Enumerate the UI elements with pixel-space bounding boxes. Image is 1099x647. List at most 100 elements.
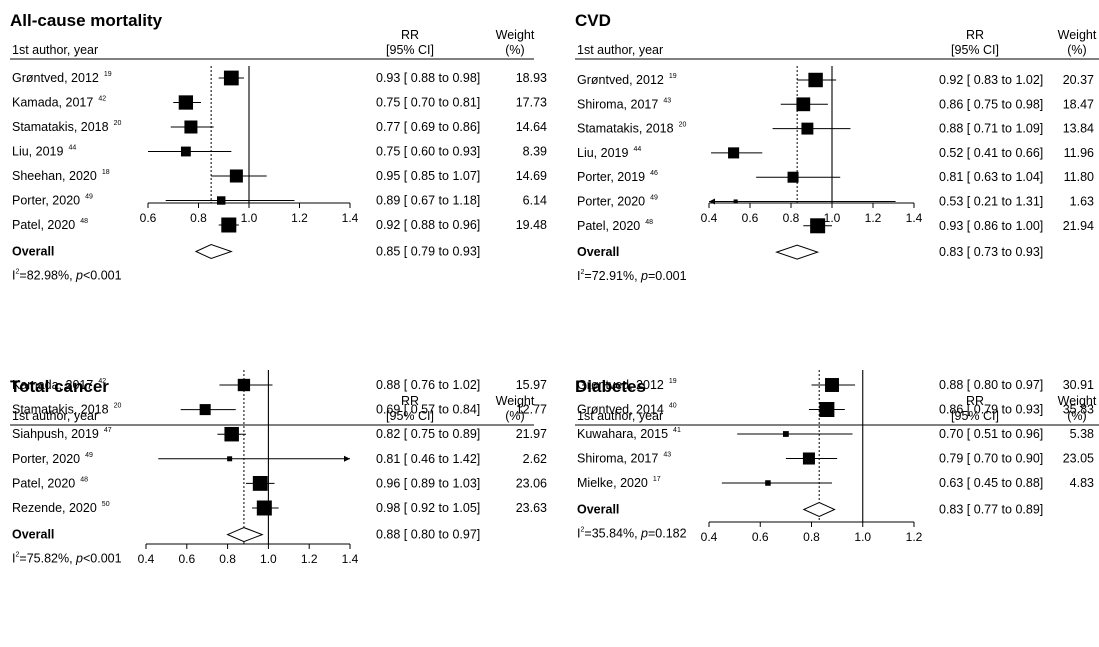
p-value: =0.001 — [648, 269, 687, 283]
author-header: 1st author, year — [577, 43, 663, 57]
heterogeneity-stat: I2=35.84%, p=0.182 — [577, 527, 687, 541]
study-label: Porter, 2020 49 — [577, 195, 658, 209]
rr-ci-value: 0.93 [ 0.86 to 1.00] — [939, 219, 1043, 233]
study-reference: 49 — [85, 452, 93, 459]
weight-value: 18.47 — [1063, 97, 1094, 111]
point-estimate — [199, 404, 211, 416]
point-estimate — [733, 199, 738, 204]
point-estimate — [728, 147, 740, 159]
study-reference: 49 — [650, 195, 658, 202]
panel-title: Total cancer — [10, 377, 109, 396]
forest-panel: CVD RR[95% CI] Weight(%) 1st author, year Gr… — [575, 11, 1099, 283]
point-estimate — [180, 146, 191, 157]
rr-ci-value: 0.92 [ 0.88 to 0.96] — [376, 218, 480, 232]
weight-value: 8.39 — [523, 145, 547, 159]
p-symbol: p — [640, 527, 648, 541]
rr-ci-value: 0.81 [ 0.63 to 1.04] — [939, 170, 1043, 184]
rr-ci-value: 0.69 [ 0.57 to 0.84] — [376, 403, 480, 417]
point-estimate — [796, 97, 811, 112]
rr-ci-value: 0.79 [ 0.70 to 0.90] — [939, 452, 1043, 466]
x-tick-label: 1.0 — [241, 211, 258, 225]
study-reference: 44 — [633, 146, 641, 153]
x-tick-label: 0.8 — [219, 552, 236, 566]
x-tick-label: 0.8 — [190, 211, 207, 225]
point-estimate — [223, 70, 239, 86]
overall-rr-ci-value: 0.85 [ 0.79 to 0.93] — [376, 245, 480, 259]
i2-value: =82.98%, — [19, 269, 76, 283]
x-tick-label: 0.4 — [138, 552, 155, 566]
ci-arrow-right — [344, 455, 350, 462]
x-tick-label: 1.2 — [301, 552, 318, 566]
overall-diamond — [775, 244, 820, 260]
study-label: Sheehan, 2020 18 — [12, 169, 110, 183]
i2-superscript: 2 — [580, 527, 584, 534]
ci-header: [95% CI] — [951, 409, 999, 423]
rr-ci-value: 0.75 [ 0.60 to 0.93] — [376, 145, 480, 159]
rr-ci-value: 0.89 [ 0.67 to 1.18] — [376, 194, 480, 208]
x-tick-label: 1.0 — [260, 552, 277, 566]
study-label: Mielke, 2020 17 — [577, 476, 661, 490]
overall-rr-ci-value: 0.83 [ 0.77 to 0.89] — [939, 503, 1043, 517]
author-header: 1st author, year — [12, 409, 98, 423]
point-estimate — [227, 456, 233, 462]
study-reference: 42 — [98, 378, 106, 385]
overall-label: Overall — [12, 245, 54, 259]
rr-ci-value: 0.96 [ 0.89 to 1.03] — [376, 476, 480, 490]
study-label: Kuwahara, 2015 41 — [577, 427, 681, 441]
overall-label: Overall — [12, 528, 54, 542]
study-reference: 17 — [653, 476, 661, 483]
weight-header: Weight — [1058, 394, 1097, 408]
weight-value: 11.96 — [1064, 146, 1094, 160]
rr-ci-value: 0.88 [ 0.71 to 1.09] — [939, 122, 1043, 136]
study-label: Stamatakis, 2018 20 — [12, 120, 121, 134]
p-symbol: p — [75, 552, 83, 566]
weight-unit-header: (%) — [505, 43, 524, 57]
overall-rr-ci-value: 0.88 [ 0.80 to 0.97] — [376, 528, 480, 542]
i2-superscript: 2 — [15, 269, 19, 276]
study-label: Grøntved, 2012 19 — [577, 73, 677, 87]
study-reference: 19 — [669, 73, 677, 80]
x-tick-label: 1.2 — [865, 211, 882, 225]
point-estimate — [825, 378, 839, 392]
study-label: Porter, 2020 49 — [12, 194, 93, 208]
overall-rr-ci-value: 0.83 [ 0.73 to 0.93] — [939, 245, 1043, 259]
ci-header: [95% CI] — [386, 43, 434, 57]
x-tick-label: 0.8 — [783, 211, 800, 225]
x-tick-label: 0.6 — [178, 552, 195, 566]
point-estimate — [808, 72, 823, 88]
weight-value: 13.84 — [1063, 122, 1094, 136]
point-estimate — [229, 169, 243, 183]
point-estimate — [252, 475, 268, 491]
ci-header: [95% CI] — [951, 43, 999, 57]
forest-panel: Total cancer RR[95% CI] Weight(%) 1st autho… — [10, 370, 547, 566]
study-reference: 20 — [679, 122, 687, 129]
point-estimate — [217, 196, 226, 205]
author-header: 1st author, year — [577, 409, 663, 423]
study-reference: 43 — [663, 97, 671, 104]
weight-value: 17.73 — [516, 96, 547, 110]
x-tick-label: 1.2 — [906, 530, 923, 544]
rr-ci-value: 0.93 [ 0.88 to 0.98] — [376, 71, 480, 85]
rr-ci-value: 0.75 [ 0.70 to 0.81] — [376, 96, 480, 110]
study-label: Porter, 2019 46 — [577, 170, 658, 184]
study-label: Shiroma, 2017 43 — [577, 97, 671, 111]
study-label: Grøntved, 2012 19 — [577, 378, 677, 392]
study-label: Stamatakis, 2018 20 — [12, 403, 121, 417]
study-label: Patel, 2020 48 — [577, 219, 653, 233]
weight-value: 35.83 — [1063, 403, 1094, 417]
p-symbol: p — [640, 269, 648, 283]
study-reference: 19 — [669, 378, 677, 385]
point-estimate — [810, 218, 826, 234]
study-reference: 48 — [645, 219, 653, 226]
rr-ci-value: 0.86 [ 0.79 to 0.93] — [939, 403, 1043, 417]
x-tick-label: 1.4 — [342, 211, 359, 225]
author-header: 1st author, year — [12, 43, 98, 57]
study-label: Kamada, 2017 42 — [12, 96, 106, 110]
overall-label: Overall — [577, 245, 619, 259]
point-estimate — [801, 122, 814, 135]
weight-header: Weight — [1058, 28, 1097, 42]
rr-ci-value: 0.95 [ 0.85 to 1.07] — [376, 169, 480, 183]
weight-value: 19.48 — [516, 218, 547, 232]
i2-value: =35.84%, — [584, 527, 641, 541]
